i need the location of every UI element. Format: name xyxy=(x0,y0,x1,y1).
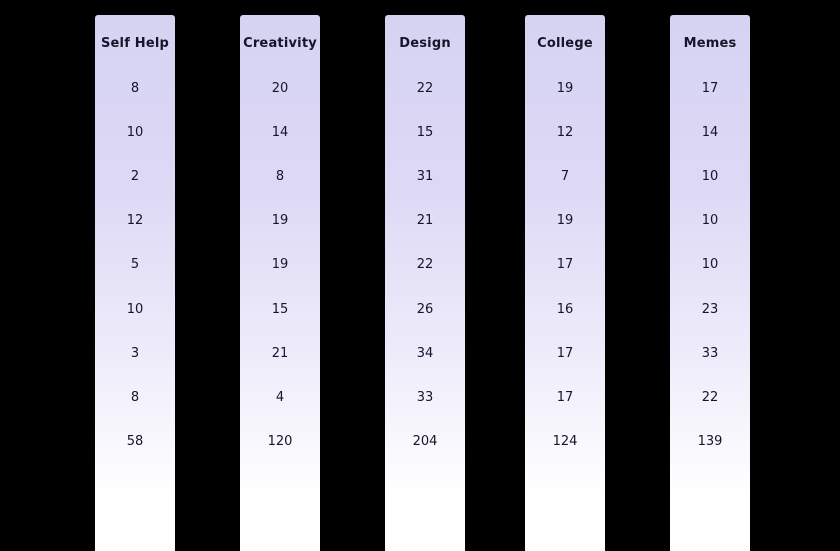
value-cell: 31 xyxy=(416,168,434,184)
column-header: Self Help xyxy=(100,36,170,51)
column-header: Creativity xyxy=(243,36,317,51)
value-cell: 5 xyxy=(130,257,140,273)
value-cell: 19 xyxy=(271,257,289,273)
value-cell: 34 xyxy=(416,345,434,361)
total-cell: 124 xyxy=(552,434,578,450)
value-cell: 26 xyxy=(416,301,434,317)
total-cell: 139 xyxy=(697,434,723,450)
value-cell: 4 xyxy=(275,389,285,405)
value-cell: 15 xyxy=(271,301,289,317)
category-column-self-help: Self Help 8 10 2 12 5 10 3 8 58 xyxy=(95,15,175,551)
column-rows: 8 10 2 12 5 10 3 8 58 xyxy=(95,66,175,464)
value-cell: 10 xyxy=(126,124,144,140)
value-cell: 33 xyxy=(416,389,434,405)
value-cell: 19 xyxy=(271,213,289,229)
value-cell: 10 xyxy=(126,301,144,317)
column-header: College xyxy=(537,36,593,51)
value-cell: 8 xyxy=(275,168,285,184)
value-cell: 17 xyxy=(701,80,719,96)
category-column-design: Design 22 15 31 21 22 26 34 33 204 xyxy=(385,15,465,551)
value-cell: 12 xyxy=(126,213,144,229)
value-cell: 17 xyxy=(556,257,574,273)
column-header: Design xyxy=(399,36,451,51)
value-cell: 22 xyxy=(416,80,434,96)
value-cell: 10 xyxy=(701,168,719,184)
value-cell: 17 xyxy=(556,345,574,361)
value-cell: 15 xyxy=(416,124,434,140)
column-header: Memes xyxy=(683,36,737,51)
value-cell: 33 xyxy=(701,345,719,361)
value-cell: 14 xyxy=(271,124,289,140)
column-rows: 17 14 10 10 10 23 33 22 139 xyxy=(670,66,750,464)
value-cell: 19 xyxy=(556,80,574,96)
column-rows: 22 15 31 21 22 26 34 33 204 xyxy=(385,66,465,464)
value-cell: 22 xyxy=(416,257,434,273)
column-rows: 20 14 8 19 19 15 21 4 120 xyxy=(240,66,320,464)
value-cell: 20 xyxy=(271,80,289,96)
value-cell: 2 xyxy=(130,168,140,184)
value-cell: 8 xyxy=(130,80,140,96)
value-cell: 10 xyxy=(701,213,719,229)
value-cell: 14 xyxy=(701,124,719,140)
value-cell: 7 xyxy=(560,168,570,184)
value-cell: 8 xyxy=(130,389,140,405)
total-cell: 204 xyxy=(412,434,438,450)
category-column-memes: Memes 17 14 10 10 10 23 33 22 139 xyxy=(670,15,750,551)
value-cell: 16 xyxy=(556,301,574,317)
value-cell: 21 xyxy=(416,213,434,229)
value-cell: 22 xyxy=(701,389,719,405)
category-column-college: College 19 12 7 19 17 16 17 17 124 xyxy=(525,15,605,551)
value-cell: 3 xyxy=(130,345,140,361)
value-cell: 19 xyxy=(556,213,574,229)
value-cell: 10 xyxy=(701,257,719,273)
value-cell: 23 xyxy=(701,301,719,317)
value-cell: 12 xyxy=(556,124,574,140)
column-rows: 19 12 7 19 17 16 17 17 124 xyxy=(525,66,605,464)
total-cell: 58 xyxy=(126,434,144,450)
category-column-creativity: Creativity 20 14 8 19 19 15 21 4 120 xyxy=(240,15,320,551)
value-cell: 17 xyxy=(556,389,574,405)
total-cell: 120 xyxy=(267,434,293,450)
value-cell: 21 xyxy=(271,345,289,361)
